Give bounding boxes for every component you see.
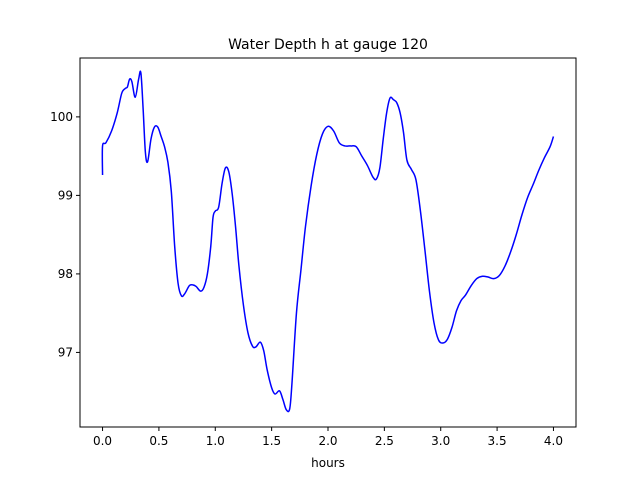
y-tick-label: 100 <box>50 110 73 124</box>
x-tick-label: 1.0 <box>206 434 225 448</box>
ticks-layer: 0.0 0.5 1.0 1.5 2.0 2.5 3.0 3.5 4.0 97 98 99 100 <box>50 110 563 448</box>
water-depth-line <box>101 70 555 413</box>
x-tick-label: 0.5 <box>149 434 168 448</box>
x-tick-label: 3.0 <box>431 434 450 448</box>
y-tick-label: 98 <box>58 267 73 281</box>
x-tick-label: 1.5 <box>262 434 281 448</box>
chart-title: Water Depth h at gauge 120 <box>228 37 428 53</box>
x-tick-label: 2.0 <box>318 434 337 448</box>
y-tick-label: 97 <box>58 345 73 359</box>
series-layer <box>101 70 555 413</box>
x-tick-label: 4.0 <box>544 434 563 448</box>
x-tick-label: 0.0 <box>93 434 112 448</box>
x-tick-label: 3.5 <box>488 434 507 448</box>
x-tick-label: 2.5 <box>375 434 394 448</box>
x-axis-label: hours <box>311 456 345 470</box>
y-tick-label: 99 <box>58 188 73 202</box>
plot-area-frame <box>79 57 577 428</box>
